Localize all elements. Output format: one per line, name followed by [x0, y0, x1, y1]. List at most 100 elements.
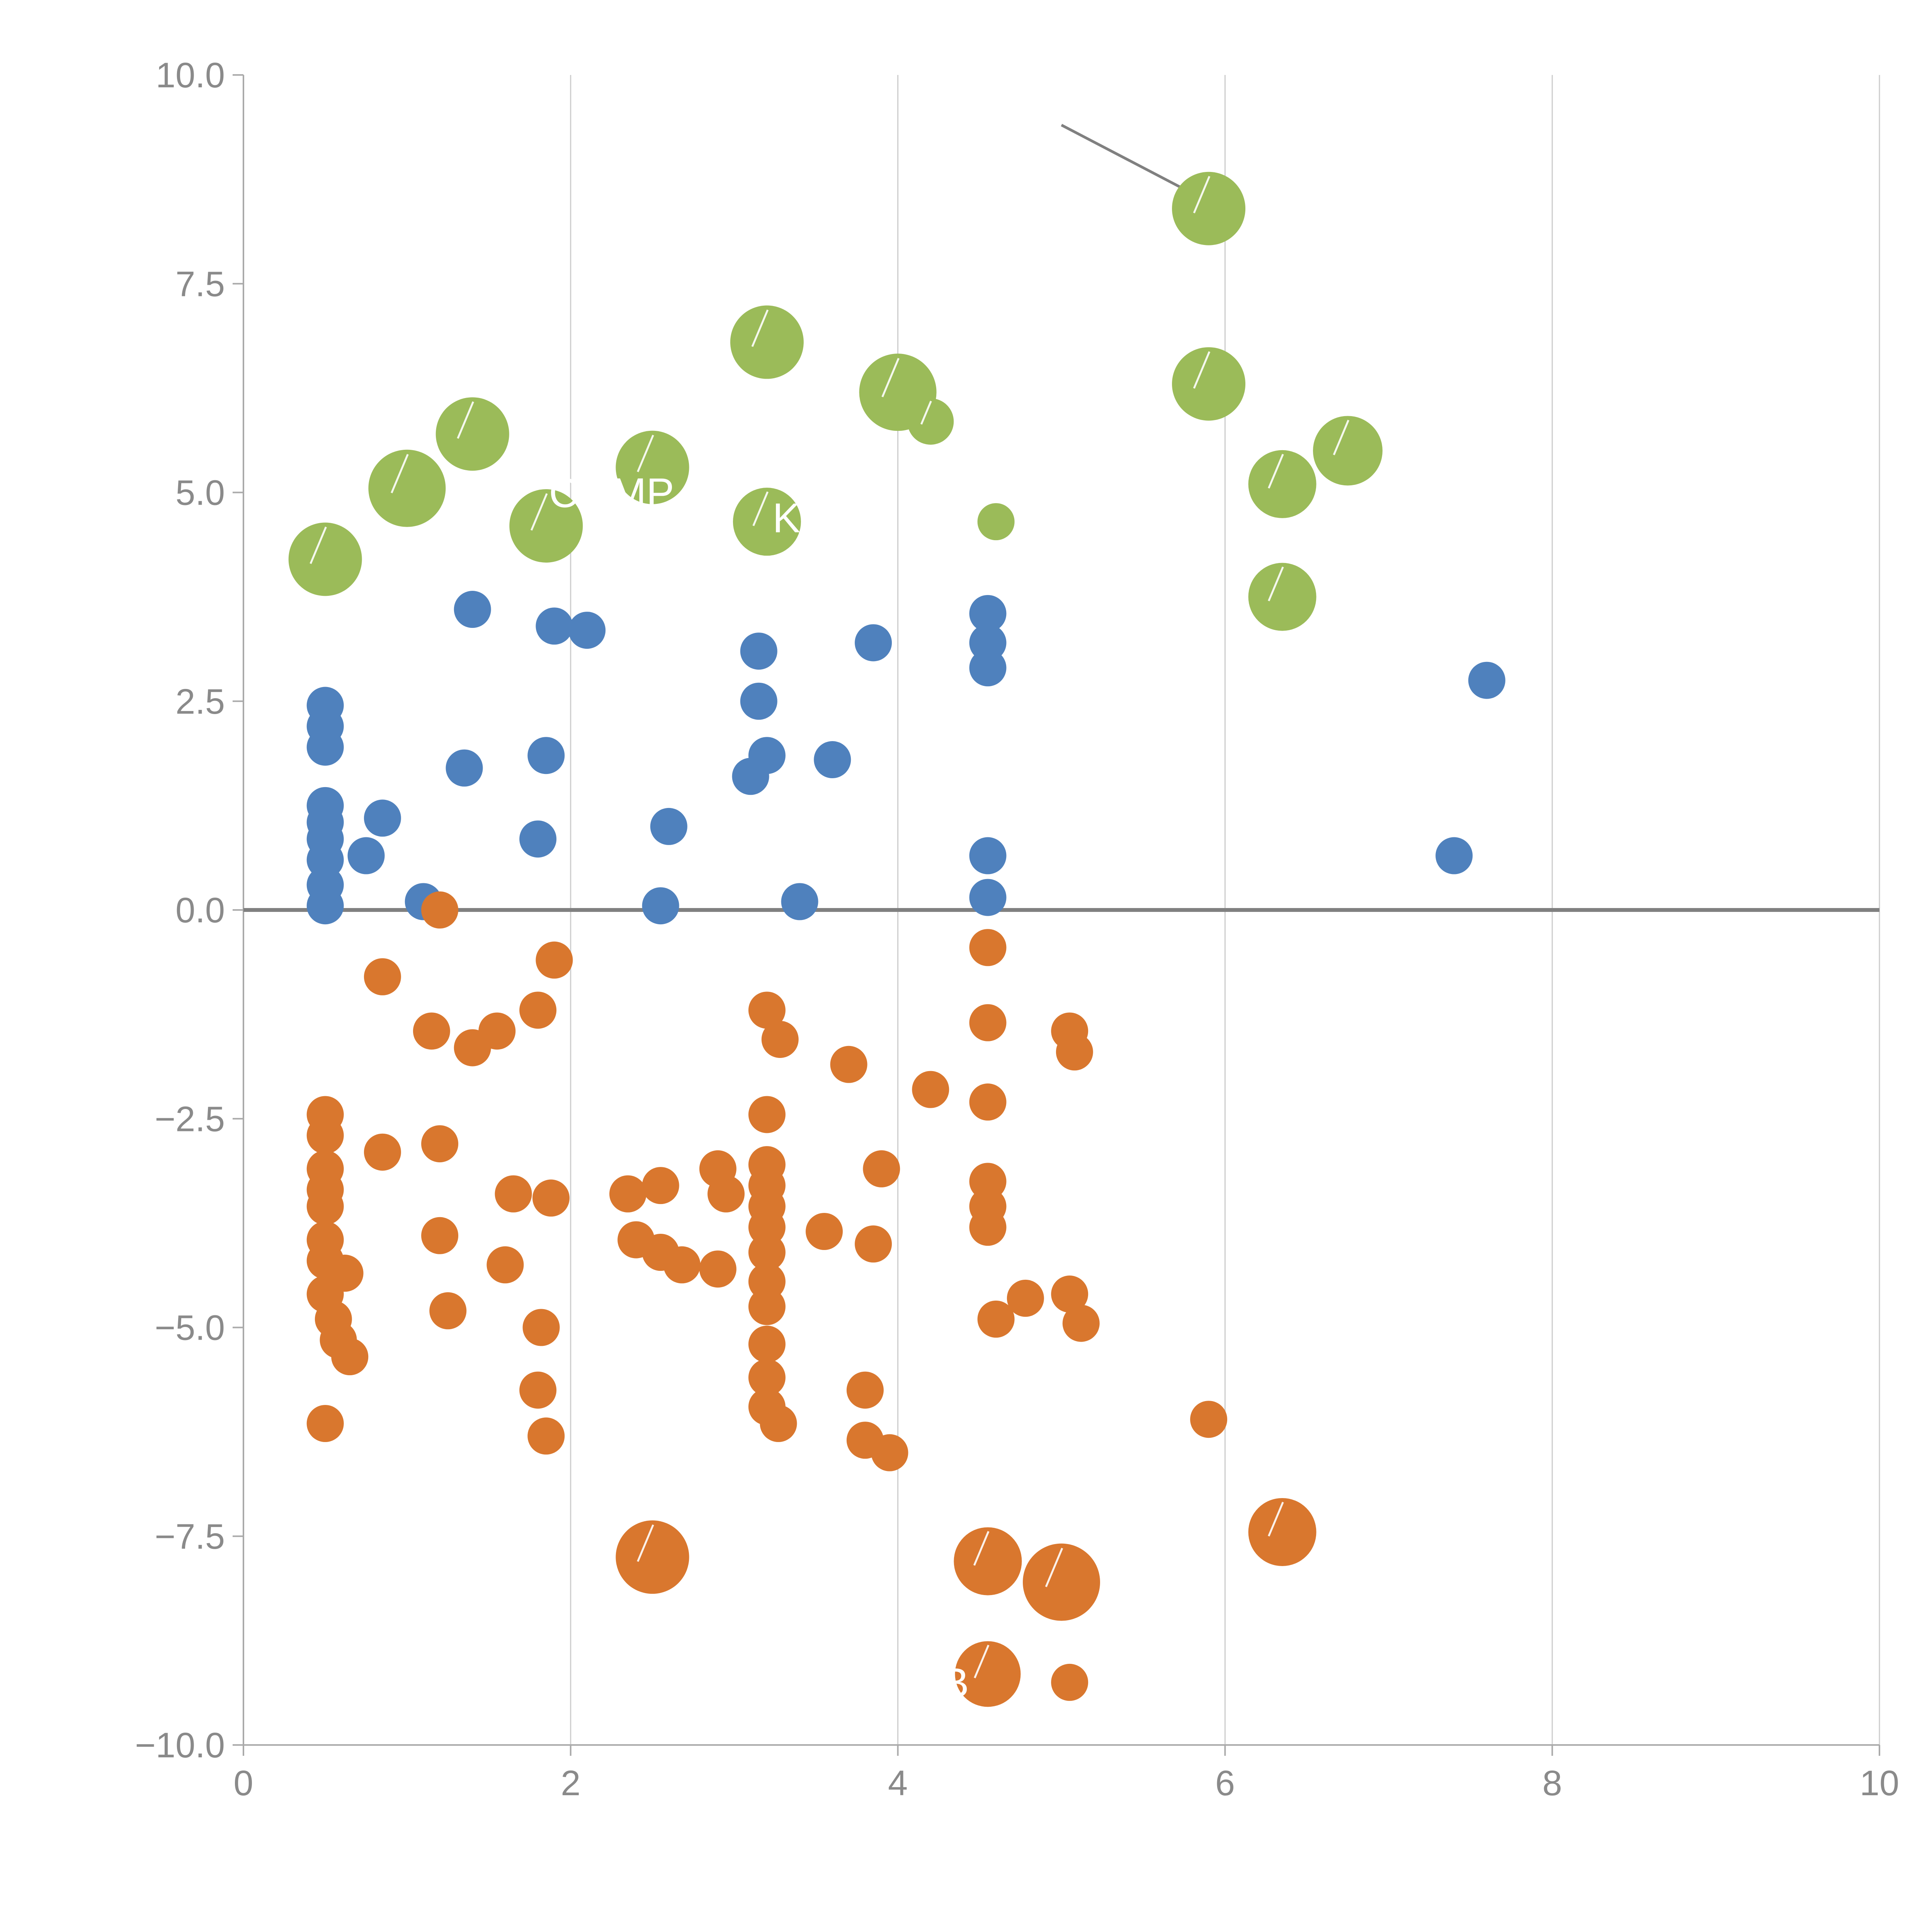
series-blue-dots	[306, 591, 1505, 925]
data-point	[495, 1175, 532, 1213]
data-point	[650, 808, 687, 845]
data-point	[642, 1167, 679, 1204]
data-point	[421, 891, 459, 929]
data-point	[1313, 416, 1383, 486]
data-point	[748, 1096, 786, 1133]
data-point	[1062, 1304, 1100, 1342]
data-point	[364, 958, 401, 995]
data-point	[527, 1417, 565, 1455]
data-point	[912, 1071, 949, 1108]
data-point	[969, 649, 1007, 687]
data-point	[748, 1234, 786, 1271]
bubble-slash	[1268, 454, 1284, 489]
data-point	[1468, 662, 1505, 699]
data-point	[1248, 563, 1316, 631]
data-point	[509, 489, 583, 563]
data-point	[977, 503, 1015, 541]
data-point	[306, 1188, 344, 1225]
bubble-slash	[637, 435, 654, 473]
x-tick-label: 6	[1215, 1764, 1235, 1803]
data-point	[306, 887, 344, 925]
data-point	[1190, 1401, 1228, 1438]
data-point	[977, 1300, 1015, 1338]
data-point	[642, 887, 679, 925]
bubble-slash	[310, 526, 327, 564]
y-tick-label: −7.5	[155, 1517, 225, 1556]
data-point	[527, 737, 565, 774]
x-tick-label: 4	[888, 1764, 908, 1803]
data-point	[855, 1225, 892, 1263]
data-point	[748, 1288, 786, 1325]
bubble-slash	[1045, 1548, 1063, 1587]
data-point	[568, 612, 606, 649]
data-point	[288, 522, 362, 596]
data-point	[616, 430, 689, 504]
data-point	[446, 749, 483, 787]
x-tick-label: 0	[233, 1764, 253, 1803]
data-point	[732, 758, 769, 795]
y-tick-label: 7.5	[175, 264, 225, 304]
data-point	[331, 1338, 369, 1376]
data-point	[421, 1217, 459, 1254]
bubble-label: COMP	[549, 469, 674, 516]
bubble-slash	[637, 1524, 654, 1562]
bubble-slash	[457, 401, 474, 439]
series-green-bubbles	[288, 172, 1383, 631]
data-point	[806, 1213, 843, 1250]
data-point	[1051, 1276, 1088, 1313]
data-point	[969, 1209, 1007, 1246]
data-point	[740, 682, 777, 720]
data-point	[748, 1359, 786, 1396]
data-point	[954, 1527, 1022, 1595]
y-tick-label: −10.0	[135, 1726, 225, 1765]
data-point	[733, 488, 801, 556]
data-point	[748, 992, 786, 1029]
data-point	[536, 607, 573, 645]
data-point	[536, 941, 573, 979]
data-point	[846, 1371, 884, 1409]
y-tick-label: 0.0	[175, 891, 225, 930]
data-point	[855, 624, 892, 662]
y-tick-label: 5.0	[175, 473, 225, 513]
data-point	[1023, 1543, 1100, 1621]
data-point	[761, 1020, 799, 1058]
data-point	[519, 1371, 557, 1409]
data-point	[454, 591, 491, 628]
bubble-label: B	[941, 1659, 969, 1706]
bubble-slash	[974, 1645, 990, 1679]
data-point	[1172, 172, 1246, 245]
data-point	[730, 305, 804, 379]
data-point	[871, 1434, 908, 1471]
data-point	[522, 1309, 560, 1346]
bubble-slash	[1193, 176, 1211, 214]
data-point	[969, 837, 1007, 874]
x-tick-label: 10	[1860, 1764, 1899, 1803]
data-point	[364, 799, 401, 837]
data-point	[748, 1325, 786, 1363]
data-point	[699, 1250, 736, 1288]
data-point	[486, 1246, 524, 1284]
data-point	[760, 1405, 797, 1442]
bubble-slash	[752, 491, 769, 526]
data-point	[1435, 837, 1473, 874]
data-point	[969, 1004, 1007, 1041]
data-point	[907, 398, 954, 445]
bubble-slash	[530, 493, 548, 531]
data-point	[609, 1175, 646, 1213]
bubble-slash	[391, 454, 409, 493]
series-orange-dots	[306, 891, 1316, 1707]
data-point	[1051, 1663, 1088, 1701]
data-point	[616, 1520, 689, 1594]
bubble-slash	[1193, 351, 1211, 389]
x-tick-label: 8	[1543, 1764, 1562, 1803]
data-point	[1007, 1279, 1044, 1317]
bubble-slash	[1268, 1502, 1284, 1537]
data-point	[1248, 1498, 1316, 1566]
data-point	[830, 1046, 867, 1083]
y-tick-label: −2.5	[155, 1099, 225, 1139]
data-point	[519, 992, 557, 1029]
bubble-slash	[881, 358, 900, 398]
data-point	[1248, 450, 1316, 518]
